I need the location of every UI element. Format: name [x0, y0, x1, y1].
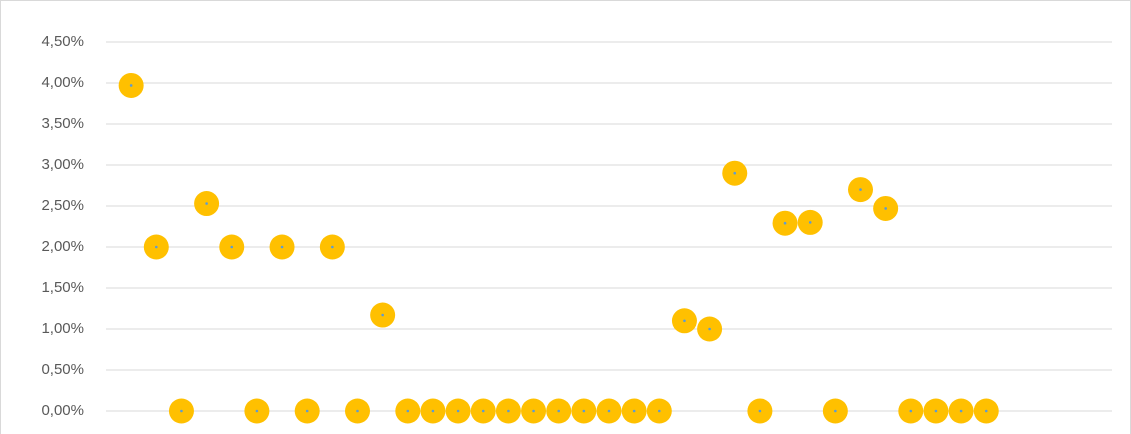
y-tick-label: 4,50%	[41, 33, 84, 50]
point-center	[456, 409, 460, 413]
y-tick-label: 2,00%	[41, 238, 84, 255]
point-center	[255, 409, 259, 413]
y-tick-label: 2,50%	[41, 197, 84, 214]
point-center	[582, 409, 586, 413]
point-center	[180, 409, 183, 413]
point-center	[632, 409, 636, 413]
point-center	[808, 221, 812, 224]
point-center	[607, 409, 611, 413]
point-center	[205, 202, 208, 205]
point-center	[758, 409, 762, 413]
point-center	[406, 409, 410, 413]
point-center	[331, 245, 334, 249]
point-center	[557, 409, 560, 413]
point-center	[984, 409, 988, 413]
point-center	[859, 188, 862, 191]
point-center	[934, 409, 938, 413]
point-center	[305, 409, 309, 413]
point-center	[959, 409, 963, 413]
y-tick-label: 0,00%	[41, 402, 84, 419]
point-center	[129, 84, 133, 87]
point-center	[909, 409, 913, 413]
y-tick-label: 1,50%	[41, 279, 84, 296]
point-center	[381, 313, 384, 317]
y-tick-label: 1,00%	[41, 320, 84, 337]
y-tick-label: 0,50%	[41, 361, 84, 378]
point-center	[431, 409, 435, 413]
point-center	[155, 245, 158, 249]
point-center	[658, 409, 661, 413]
point-center	[356, 409, 359, 413]
point-center	[532, 409, 535, 413]
point-center	[507, 409, 510, 413]
y-tick-label: 3,50%	[41, 115, 84, 132]
point-center	[280, 245, 284, 249]
point-center	[884, 207, 887, 210]
y-tick-label: 4,00%	[41, 74, 84, 91]
point-center	[834, 409, 837, 413]
point-center	[683, 319, 686, 323]
point-center	[708, 327, 711, 331]
point-center	[481, 409, 485, 413]
point-center	[783, 221, 787, 225]
point-center	[733, 171, 737, 175]
point-center	[230, 245, 234, 249]
y-tick-label: 3,00%	[41, 156, 84, 173]
